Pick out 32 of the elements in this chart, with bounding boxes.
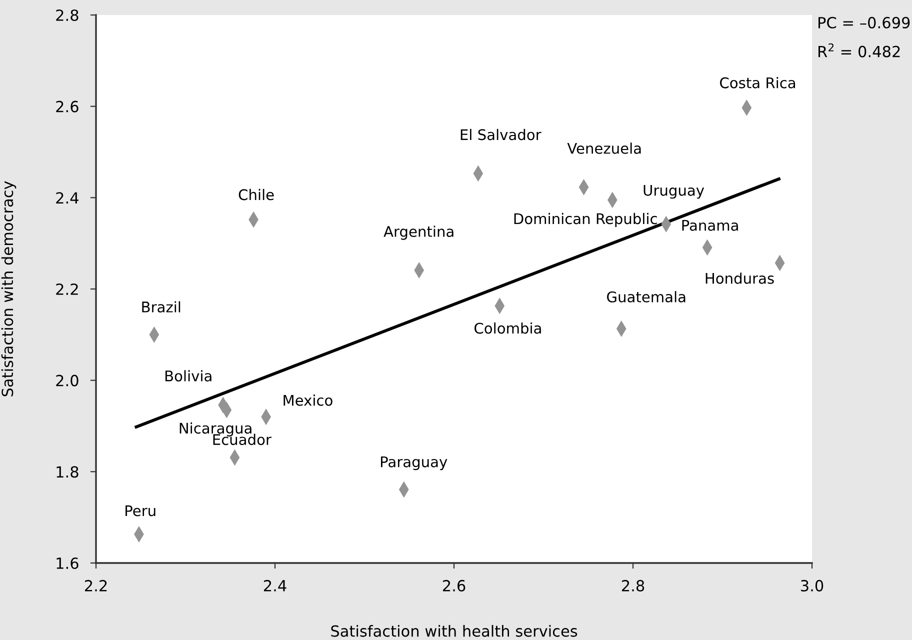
x-tick-label: 2.4 bbox=[264, 580, 286, 592]
text: PC = –0.699 bbox=[818, 16, 910, 28]
x-axis-title: Satisfaction with health services bbox=[331, 625, 578, 637]
annotation: Venezuela bbox=[567, 142, 641, 154]
annotation: Dominican Republic bbox=[514, 212, 657, 228]
annotation: Uruguay bbox=[644, 185, 704, 199]
y-tick-label: 2.8 bbox=[56, 9, 78, 22]
annotation: Colombia bbox=[474, 322, 541, 334]
x-tick-label: 2.2 bbox=[84, 580, 107, 592]
y-tick-label: 2.2 bbox=[56, 283, 78, 295]
x-tick-label: 3.0 bbox=[801, 580, 824, 592]
y-tick-label: 1.6 bbox=[56, 557, 78, 570]
annotation: Argentina bbox=[384, 226, 454, 240]
y-tick-label: 2.6 bbox=[56, 100, 78, 112]
y-tick-label: 2.4 bbox=[56, 192, 78, 204]
y-axis-title: Satisfaction with democracy bbox=[1, 181, 16, 396]
y-tick-label: 2.0 bbox=[56, 374, 78, 386]
annotation: Brazil bbox=[142, 301, 180, 313]
annotation: Mexico bbox=[284, 394, 332, 406]
annotation: Costa Rica bbox=[720, 77, 796, 88]
annotation: Paraguay bbox=[380, 456, 448, 470]
annotation: Bolivia bbox=[165, 370, 212, 382]
y-tick-label: 1.8 bbox=[56, 466, 78, 478]
annotation: Panama bbox=[682, 220, 738, 231]
annotation: Peru bbox=[126, 505, 156, 516]
annotation: El Salvador bbox=[460, 128, 542, 140]
x-tick-label: 2.8 bbox=[622, 580, 644, 592]
text: R$^{2}$ = 0.482 bbox=[818, 43, 900, 58]
annotation: Chile bbox=[238, 188, 274, 200]
annotation: Honduras bbox=[706, 272, 774, 284]
x-tick-label: 2.6 bbox=[442, 580, 466, 592]
annotation: Guatemala bbox=[607, 291, 686, 302]
